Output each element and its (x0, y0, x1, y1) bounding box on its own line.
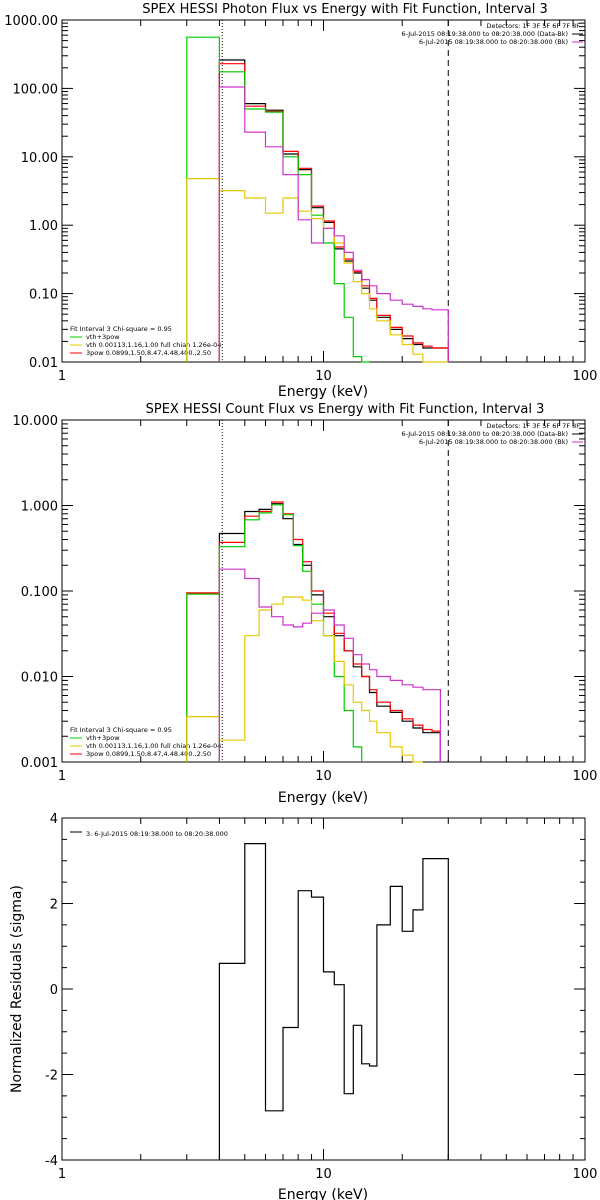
residuals-legend-label: 3. 6-Jul-2015 08:19:38.000 to 08:20:38.0… (86, 830, 228, 838)
residuals-panel: Energy (keV) Normalized Residuals (sigma… (9, 812, 597, 1200)
count-flux-title: SPEX HESSI Count Flux vs Energy with Fit… (146, 402, 545, 417)
x-tick-label: 1 (58, 769, 66, 784)
photon-flux-header-detectors: Detectors: 1F 3F 5F 6F 7F 8F (486, 22, 580, 30)
x-tick-label: 10 (315, 369, 332, 384)
y-tick-label: 4 (50, 812, 58, 827)
count-flux-legend-total-label: vth+3pow (86, 734, 120, 742)
spectrum-series-3-power-law (186, 178, 449, 363)
photon-flux-x-axis-label: Energy (keV) (278, 384, 368, 400)
photon-flux-panel: SPEX HESSI Photon Flux vs Energy with Fi… (4, 2, 597, 400)
count-flux-fit-legend-title: Fit Interval 3 Chi-square = 0.95 (70, 726, 172, 734)
y-tick-label: 10.000 (13, 414, 59, 429)
spectrum-series-0-total (218, 843, 449, 1160)
x-tick-label: 100 (573, 1167, 598, 1182)
spectrum-series-4 (218, 86, 449, 362)
photon-flux-header-bk: 6-Jul-2015 08:19:38.000 to 08:20:38.000 … (419, 38, 568, 46)
x-tick-label: 100 (573, 369, 598, 384)
photon-flux-fit-legend-title: Fit Interval 3 Chi-square = 0.95 (70, 325, 172, 333)
y-tick-label: -2 (45, 1069, 58, 1084)
count-flux-header-bk: 6-Jul-2015 08:19:38.000 to 08:20:38.000 … (419, 438, 568, 446)
y-tick-label: 0.10 (29, 288, 58, 303)
spectrum-series-4 (218, 568, 441, 762)
x-tick-label: 1 (58, 369, 66, 384)
photon-flux-plot-frame (61, 19, 586, 363)
count-flux-legend-3pow-label: 3pow 0.0899,1.50,8.47,4.48,400.,2.50 (86, 750, 211, 758)
x-tick-label: 10 (315, 1167, 332, 1182)
count-flux-legend-vth-label: vth 0.00113,1.16,1.00 full chian 1.26e-0… (86, 742, 221, 750)
spectrum-series-2-vth (186, 504, 363, 762)
x-tick-label: 100 (573, 769, 598, 784)
count-flux-header-detectors: Detectors: 1F 3F 5F 6F 7F 8F (486, 422, 580, 430)
photon-flux-legend-total-label: vth+3pow (86, 333, 120, 341)
spectrum-series-0-total (218, 503, 441, 762)
y-tick-label: 0.100 (21, 585, 58, 600)
y-tick-label: 1.000 (21, 500, 58, 515)
x-tick-label: 10 (315, 769, 332, 784)
y-tick-label: 2 (50, 898, 58, 913)
y-tick-label: 0.010 (21, 671, 58, 686)
photon-flux-legend-vth-label: vth 0.00113,1.16,1.00 full chian 1.26e-0… (86, 341, 221, 349)
y-tick-label: 0.001 (21, 756, 58, 771)
residuals-x-axis-label: Energy (keV) (278, 1187, 368, 1200)
spectrum-series-2-vth (186, 36, 370, 363)
y-tick-label: -4 (45, 1154, 58, 1169)
x-tick-label: 1 (58, 1167, 66, 1182)
y-tick-label: 0.01 (29, 356, 58, 371)
y-tick-label: 1000.00 (4, 14, 58, 29)
y-tick-label: 100.00 (13, 82, 59, 97)
count-flux-panel: SPEX HESSI Count Flux vs Energy with Fit… (13, 402, 598, 806)
photon-flux-title: SPEX HESSI Photon Flux vs Energy with Fi… (142, 2, 548, 17)
count-flux-x-axis-label: Energy (keV) (278, 790, 368, 806)
photon-flux-header-data-bk: 6-Jul-2015 08:19:38.000 to 08:20:38.000 … (401, 30, 568, 38)
y-tick-label: 10.00 (21, 151, 58, 166)
photon-flux-legend-3pow-label: 3pow 0.0899,1.50,8.47,4.48,400.,2.50 (86, 349, 211, 357)
spectrum-series-0-total (218, 59, 449, 362)
y-tick-label: 1.00 (29, 219, 58, 234)
count-flux-header-data-bk: 6-Jul-2015 08:19:38.000 to 08:20:38.000 … (401, 430, 568, 438)
residuals-plot-frame (61, 817, 586, 1161)
y-tick-label: 0 (50, 983, 58, 998)
residuals-y-axis-label: Normalized Residuals (sigma) (9, 885, 25, 1093)
spectrum-series-1-total (186, 501, 441, 762)
spectrum-series-3-power-law (186, 596, 423, 763)
